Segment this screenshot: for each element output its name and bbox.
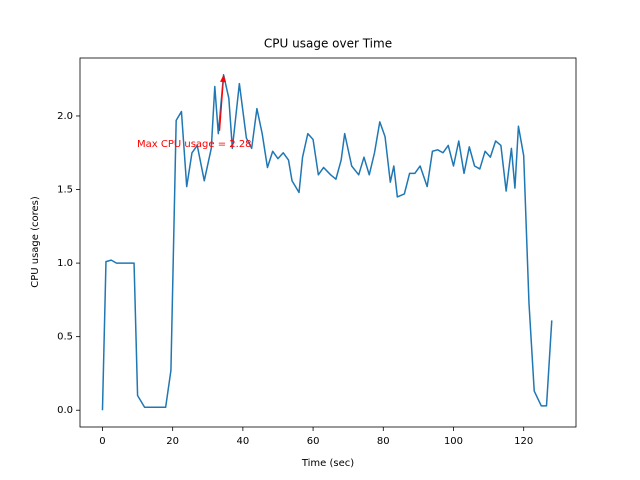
y-tick-label: 0.5 (57, 332, 73, 343)
annotation-arrow (218, 76, 225, 131)
plot-frame (79, 57, 577, 428)
x-tick-label: 120 (514, 436, 533, 447)
y-tick-label: 0.0 (57, 405, 73, 416)
cpu-line (101, 74, 553, 411)
x-tick-label: 20 (166, 436, 179, 447)
y-tick-label: 2.0 (57, 111, 73, 122)
x-tick-label: 60 (307, 436, 320, 447)
y-tick-label: 1.0 (57, 258, 73, 269)
y-tick-label: 1.5 (57, 185, 73, 196)
annotation-arrowhead (220, 74, 227, 83)
annotation-text: Max CPU usage = 2.28 (137, 139, 252, 150)
x-tick-label: 40 (237, 436, 250, 447)
x-tick-label: 0 (99, 436, 105, 447)
x-axis-label: Time (sec) (301, 458, 354, 469)
y-axis-label: CPU usage (cores) (30, 196, 41, 288)
x-tick-label: 80 (377, 436, 390, 447)
chart-title: CPU usage over Time (264, 37, 392, 51)
x-tick-label: 100 (444, 436, 463, 447)
